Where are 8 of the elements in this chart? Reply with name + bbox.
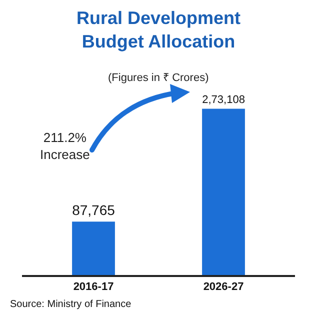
data-label: 2,73,108 <box>202 94 245 106</box>
chart-subtitle: (Figures in ₹ Crores) <box>108 72 209 84</box>
data-label: 87,765 <box>72 202 116 218</box>
x-tick-label: 2016-17 <box>73 280 114 293</box>
source-note: Source: Ministry of Finance <box>10 299 132 310</box>
chart-title: Rural Development Budget Allocation <box>76 8 241 52</box>
annotation: 211.2% Increase <box>40 130 90 162</box>
x-tick-label: 2026-27 <box>203 280 244 293</box>
